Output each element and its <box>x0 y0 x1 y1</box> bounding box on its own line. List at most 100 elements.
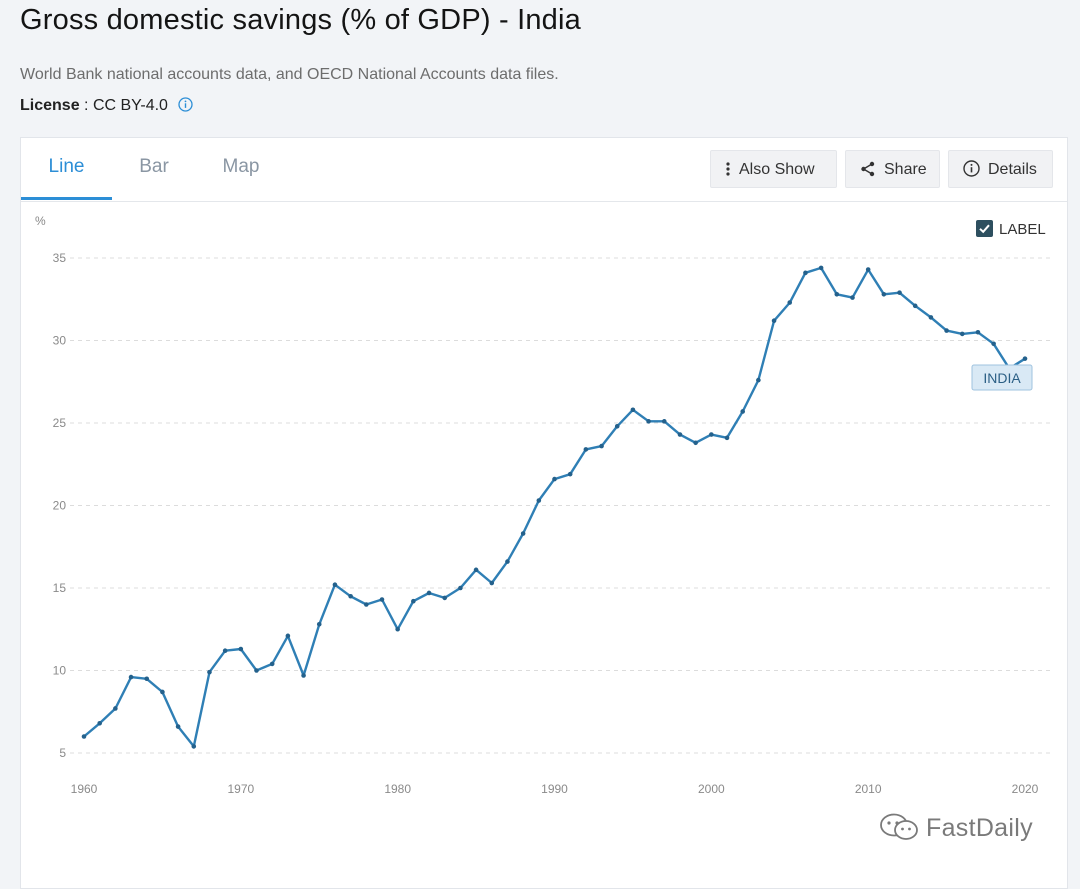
data-point-1964 <box>144 676 150 682</box>
data-point-2004 <box>771 318 777 324</box>
data-point-2018 <box>991 341 996 347</box>
license-label: License <box>20 97 80 114</box>
y-tick-label-20: 20 <box>53 499 67 513</box>
chart-tabbar: Line Bar Map Also Show Share Details <box>21 138 1067 202</box>
chart-card: Line Bar Map Also Show Share Details LAB… <box>20 137 1068 889</box>
y-tick-label-35: 35 <box>53 251 67 265</box>
data-point-1992 <box>583 447 589 452</box>
data-point-1989 <box>536 498 542 503</box>
data-point-1963 <box>128 674 134 680</box>
data-point-2005 <box>787 300 793 305</box>
watermark-text: FastDaily <box>926 814 1033 842</box>
data-point-1976 <box>332 582 338 587</box>
also-show-button[interactable]: Also Show <box>710 150 837 188</box>
data-point-1978 <box>364 602 369 607</box>
x-tick-label-2020: 2020 <box>1012 782 1039 796</box>
data-point-1970 <box>238 646 244 652</box>
page-title: Gross domestic savings (% of GDP) - Indi… <box>20 4 581 36</box>
data-point-2008 <box>834 292 840 297</box>
data-point-2015 <box>944 328 949 333</box>
data-point-1982 <box>426 590 432 596</box>
data-point-1998 <box>677 432 683 437</box>
data-point-1968 <box>207 669 212 675</box>
x-tick-label-1980: 1980 <box>384 782 411 796</box>
data-point-1972 <box>269 661 275 667</box>
data-point-2012 <box>897 290 902 295</box>
data-point-1961 <box>97 721 102 726</box>
data-point-1960 <box>81 734 87 739</box>
data-point-1980 <box>395 626 400 632</box>
data-point-1967 <box>191 744 197 749</box>
label-checkbox[interactable] <box>976 220 993 237</box>
data-point-1971 <box>254 668 259 673</box>
y-tick-label-5: 5 <box>59 746 66 760</box>
data-point-1962 <box>113 706 118 711</box>
data-point-1975 <box>316 622 322 627</box>
license-value: CC BY-4.0 <box>92 97 168 114</box>
data-point-1984 <box>458 585 463 591</box>
series-line-india <box>83 266 1026 748</box>
data-point-2017 <box>975 329 981 335</box>
tab-map[interactable]: Map <box>222 156 260 177</box>
data-point-2014 <box>928 315 934 320</box>
data-point-1977 <box>348 593 353 599</box>
data-point-1995 <box>630 407 636 413</box>
checkmark-icon <box>979 224 990 234</box>
share-icon <box>861 161 875 177</box>
data-point-1991 <box>567 471 573 477</box>
more-vertical-icon <box>726 162 730 176</box>
license-line: License : CC BY-4.0 <box>20 97 194 117</box>
y-tick-label-25: 25 <box>53 416 67 430</box>
label-toggle[interactable]: LABEL <box>976 220 1046 240</box>
label-checkbox-text: LABEL <box>999 221 1046 238</box>
x-tick-label-1990: 1990 <box>541 782 568 796</box>
x-tick-label-1970: 1970 <box>227 782 254 796</box>
data-point-1987 <box>505 559 510 564</box>
info-circle-icon <box>963 160 980 177</box>
details-button[interactable]: Details <box>948 150 1053 188</box>
data-point-1986 <box>489 580 495 586</box>
data-point-1983 <box>442 595 448 601</box>
data-point-2011 <box>881 292 887 297</box>
series-label-india: INDIA <box>983 370 1021 386</box>
data-point-1979 <box>379 597 385 602</box>
data-point-2016 <box>959 331 965 337</box>
x-tick-label-1960: 1960 <box>71 782 98 796</box>
watermark: FastDaily <box>878 812 1033 843</box>
data-point-2006 <box>803 270 808 276</box>
data-point-2013 <box>912 303 918 309</box>
data-point-1981 <box>411 598 416 604</box>
data-point-1966 <box>175 724 181 729</box>
data-point-2002 <box>740 409 745 414</box>
tab-line[interactable]: Line <box>21 138 112 200</box>
y-axis-unit-label: % <box>35 214 46 228</box>
data-point-1990 <box>552 476 557 482</box>
data-point-1988 <box>520 531 526 536</box>
data-point-1985 <box>473 567 479 573</box>
license-separator: : <box>84 97 93 114</box>
y-tick-label-30: 30 <box>53 334 67 348</box>
y-tick-label-10: 10 <box>53 664 67 678</box>
data-point-2010 <box>865 267 871 272</box>
share-button[interactable]: Share <box>845 150 940 188</box>
info-icon[interactable] <box>178 97 194 117</box>
details-label: Details <box>988 161 1037 178</box>
data-point-1993 <box>599 443 604 449</box>
data-point-2003 <box>756 377 761 383</box>
also-show-label: Also Show <box>739 161 815 178</box>
data-point-1997 <box>661 419 667 424</box>
data-point-1974 <box>301 673 306 678</box>
data-point-1969 <box>222 648 228 653</box>
data-point-2007 <box>818 265 824 271</box>
data-point-2000 <box>709 432 714 437</box>
data-point-1973 <box>285 633 291 639</box>
tab-bar[interactable]: Bar <box>139 156 169 177</box>
data-point-2020 <box>1022 356 1028 361</box>
x-tick-label-2000: 2000 <box>698 782 725 796</box>
data-point-2009 <box>850 295 855 300</box>
data-point-1965 <box>160 689 165 695</box>
data-point-1996 <box>646 419 651 424</box>
data-source: World Bank national accounts data, and O… <box>20 66 559 83</box>
y-tick-label-15: 15 <box>53 581 67 595</box>
